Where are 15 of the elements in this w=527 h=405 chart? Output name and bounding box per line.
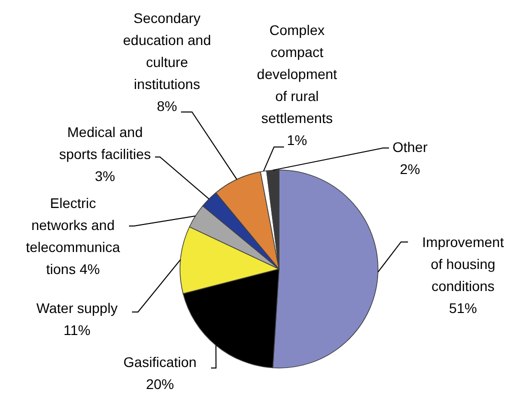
data-label: 8% [156,98,178,114]
slice-label: Improvement of housing conditions [422,234,504,294]
slice-label: Secondary education and culture institutions [123,10,211,92]
data-label: 11% [64,322,90,338]
slice-label: Gasification [123,354,197,370]
data-label: 3% [94,168,116,184]
data-label: 20% [146,376,174,392]
data-label: 2% [400,161,420,177]
slice-label: Other [392,139,428,155]
data-label: 51% [448,300,478,316]
data-label: 1% [286,132,308,148]
slice-label: Medical and sports facilities [59,124,151,162]
slice-label: Complex compact development of rural settlements [256,22,338,126]
slice-label: Electric networks and telecommunica tions 4% [26,195,120,277]
slice-label: Water supply [36,300,118,316]
